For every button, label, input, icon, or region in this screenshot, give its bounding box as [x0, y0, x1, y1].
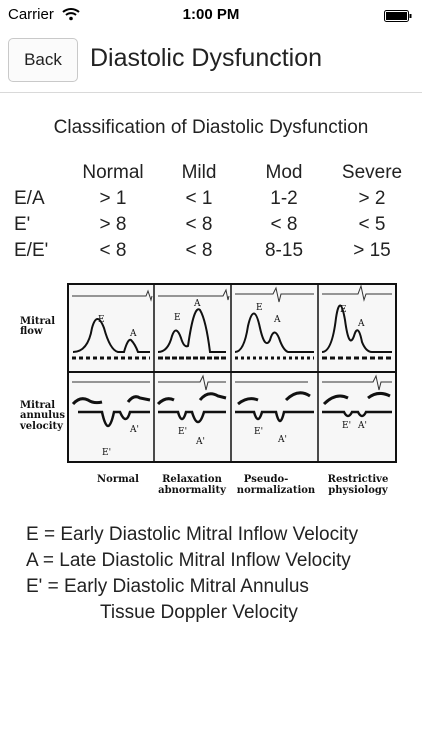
table-row: E/E' < 8 < 8 8-15 > 15 — [14, 238, 412, 264]
table-cell: 1-2 — [270, 188, 298, 209]
table-cell: > 8 — [99, 214, 127, 235]
column-label-pseudo: Pseudo- — [244, 474, 289, 485]
status-bar: Carrier 1:00 PM — [0, 0, 422, 30]
column-header: Severe — [341, 162, 403, 183]
wave-label-a: A — [193, 299, 201, 309]
column-label-restrictive: Restrictive — [328, 474, 389, 485]
mitral-flow-label-1: Mitral — [20, 316, 55, 327]
row-label: E' — [14, 214, 31, 235]
table-cell: 8-15 — [264, 240, 304, 261]
wave-label-e-prime: E' — [178, 427, 187, 437]
wave-label-a: A — [357, 319, 365, 329]
annulus-label-3: velocity — [19, 421, 64, 432]
table-cell: < 5 — [358, 214, 386, 235]
navigation-bar: Back Diastolic Dysfunction — [0, 30, 422, 93]
annulus-systolic-wave — [237, 391, 311, 406]
annulus-systolic-wave — [322, 391, 391, 406]
legend-item: Tissue Doppler Velocity — [100, 602, 298, 623]
table-cell: < 8 — [270, 214, 298, 235]
column-header: Mild — [181, 162, 217, 183]
wave-label-a-prime: A' — [195, 437, 205, 447]
abbreviation-legend: E = Early Diastolic Mitral Inflow Veloci… — [26, 522, 358, 626]
legend-item: E' = Early Diastolic Mitral Annulus — [26, 576, 309, 597]
row-label: E/A — [14, 188, 45, 209]
classification-title: Classification of Diastolic Dysfunction — [53, 117, 369, 138]
annulus-label-2: annulus — [20, 410, 65, 421]
battery-icon — [384, 9, 412, 22]
wave-label-a: A — [129, 329, 137, 339]
annulus-systolic-wave — [71, 395, 151, 406]
wave-label-e: E — [256, 303, 263, 313]
wave-label-e: E — [174, 313, 181, 323]
ecg-trace — [322, 284, 392, 302]
wave-label-e: E — [98, 315, 105, 325]
column-label-normal: Normal — [97, 474, 139, 485]
row-label: E/E' — [14, 240, 49, 261]
column-label-relaxation: Relaxation — [162, 474, 222, 485]
mitral-flow-label-2: flow — [20, 326, 43, 337]
annulus-diastolic-wave — [78, 410, 150, 428]
wave-label-a-prime: A' — [357, 421, 367, 431]
annulus-diastolic-wave — [235, 410, 314, 423]
table-cell: < 8 — [99, 240, 127, 261]
ecg-trace — [72, 289, 153, 302]
annulus-systolic-wave — [156, 392, 227, 406]
table-cell: > 1 — [99, 188, 127, 209]
annulus-label-1: Mitral — [20, 400, 55, 411]
wave-label-a-prime: A' — [277, 435, 287, 445]
table-cell: < 1 — [185, 188, 213, 209]
mitral-flow-wave-pseudo — [234, 312, 314, 353]
table-header-row: Normal Mild Mod Severe — [14, 160, 412, 186]
legend-item: E = Early Diastolic Mitral Inflow Veloci… — [26, 524, 359, 545]
wave-label-a-prime: A' — [129, 425, 139, 435]
back-button[interactable]: Back — [8, 38, 78, 82]
column-label-pseudo-2: normalization — [237, 485, 316, 496]
doppler-figure: Mitral flow Mitral annulus velocity E A … — [18, 280, 404, 500]
column-label-relaxation-2: abnormality — [158, 485, 227, 496]
legend-item: A = Late Diastolic Mitral Inflow Velocit… — [26, 550, 351, 571]
wave-label-e: E — [340, 305, 347, 315]
table-row: E/A > 1 < 1 1-2 > 2 — [14, 186, 412, 212]
ecg-trace — [235, 286, 314, 303]
column-header: Mod — [265, 162, 303, 183]
doppler-figure-svg: Mitral flow Mitral annulus velocity E A … — [19, 283, 397, 496]
wave-label-a: A — [273, 315, 281, 325]
table-row: E' > 8 < 8 < 8 < 5 — [14, 212, 412, 238]
column-header: Normal — [82, 162, 144, 183]
annulus-diastolic-wave — [158, 410, 226, 424]
table-cell: < 8 — [185, 240, 213, 261]
wifi-icon — [62, 7, 80, 25]
wave-label-e-prime: E' — [102, 448, 111, 458]
table-corner — [14, 160, 64, 186]
column-label-restrictive-2: physiology — [328, 485, 389, 496]
status-time: 1:00 PM — [182, 6, 240, 23]
wave-label-e-prime: E' — [254, 427, 263, 437]
mitral-flow-wave-relaxation — [157, 308, 226, 353]
ecg-trace — [322, 374, 392, 391]
carrier-label: Carrier — [8, 6, 54, 23]
table-cell: > 15 — [353, 240, 391, 261]
table-cell: > 2 — [358, 188, 386, 209]
wave-label-e-prime: E' — [342, 421, 351, 431]
mitral-flow-wave-restrictive — [321, 304, 392, 353]
table-cell: < 8 — [185, 214, 213, 235]
ecg-trace — [158, 374, 226, 391]
ecg-trace — [158, 288, 230, 301]
annulus-diastolic-wave — [322, 410, 392, 418]
page-title: Diastolic Dysfunction — [90, 44, 323, 72]
mitral-flow-wave-normal — [72, 318, 150, 353]
classification-table: Normal Mild Mod Severe E/A > 1 < 1 1-2 >… — [14, 160, 412, 264]
